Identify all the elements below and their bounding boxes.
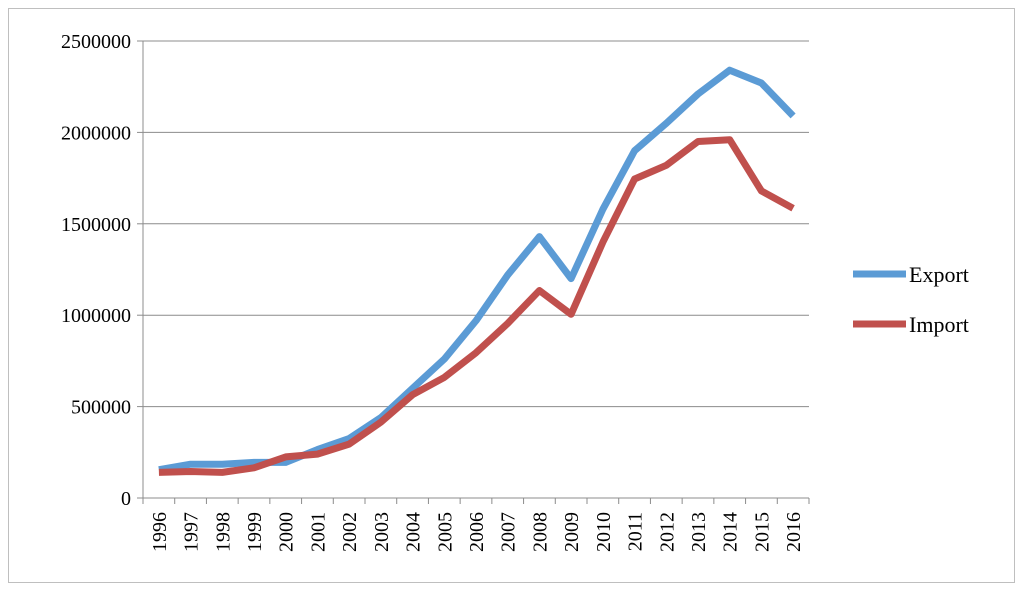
x-tick-label-1998: 1998 (212, 512, 234, 552)
x-tick-label-2000: 2000 (276, 512, 298, 552)
x-tick-label-2016: 2016 (783, 512, 805, 552)
x-tick-labels: 1996 1997 1998 1999 2000 2001 2002 2003 2004 2005… (149, 512, 805, 552)
y-tick-label-1500000: 1500000 (61, 214, 131, 236)
series-line-export (158, 66, 796, 474)
series-lines (158, 66, 796, 476)
x-tick-label-2014: 2014 (720, 512, 742, 552)
x-tick-label-2012: 2012 (656, 512, 678, 552)
x-tick-label-1996: 1996 (149, 512, 171, 552)
y-tick-label-2500000: 2500000 (61, 31, 131, 53)
x-tick-label-2004: 2004 (403, 512, 425, 552)
y-tick-label-1000000: 1000000 (61, 305, 131, 327)
y-tick-label-500000: 500000 (71, 397, 131, 419)
legend-label-import: Import (909, 312, 969, 337)
legend-label-export: Export (909, 262, 969, 287)
x-tick-label-2015: 2015 (751, 512, 773, 552)
x-tick-label-2006: 2006 (466, 512, 488, 552)
x-tick-label-2011: 2011 (625, 512, 647, 551)
x-tick-label-1997: 1997 (181, 512, 203, 552)
x-tick-label-1999: 1999 (244, 512, 266, 552)
legend: Export Import (853, 262, 969, 337)
x-tick-label-2002: 2002 (339, 512, 361, 552)
x-tick-label-2009: 2009 (561, 512, 583, 552)
x-tick-label-2007: 2007 (498, 512, 520, 552)
x-tick-label-2003: 2003 (371, 512, 393, 552)
x-tick-label-2010: 2010 (593, 512, 615, 552)
x-tick-label-2008: 2008 (529, 512, 551, 552)
x-tick-label-2005: 2005 (434, 512, 456, 552)
y-tick-labels: 0 500000 1000000 1500000 2000000 2500000 (61, 31, 131, 510)
series-line-import (158, 136, 795, 476)
x-tick-label-2001: 2001 (307, 512, 329, 552)
y-tick-label-2000000: 2000000 (61, 122, 131, 144)
axes (137, 40, 810, 504)
x-tick-label-2013: 2013 (688, 512, 710, 552)
chart-frame (8, 8, 1015, 583)
y-tick-label-0: 0 (121, 488, 131, 510)
